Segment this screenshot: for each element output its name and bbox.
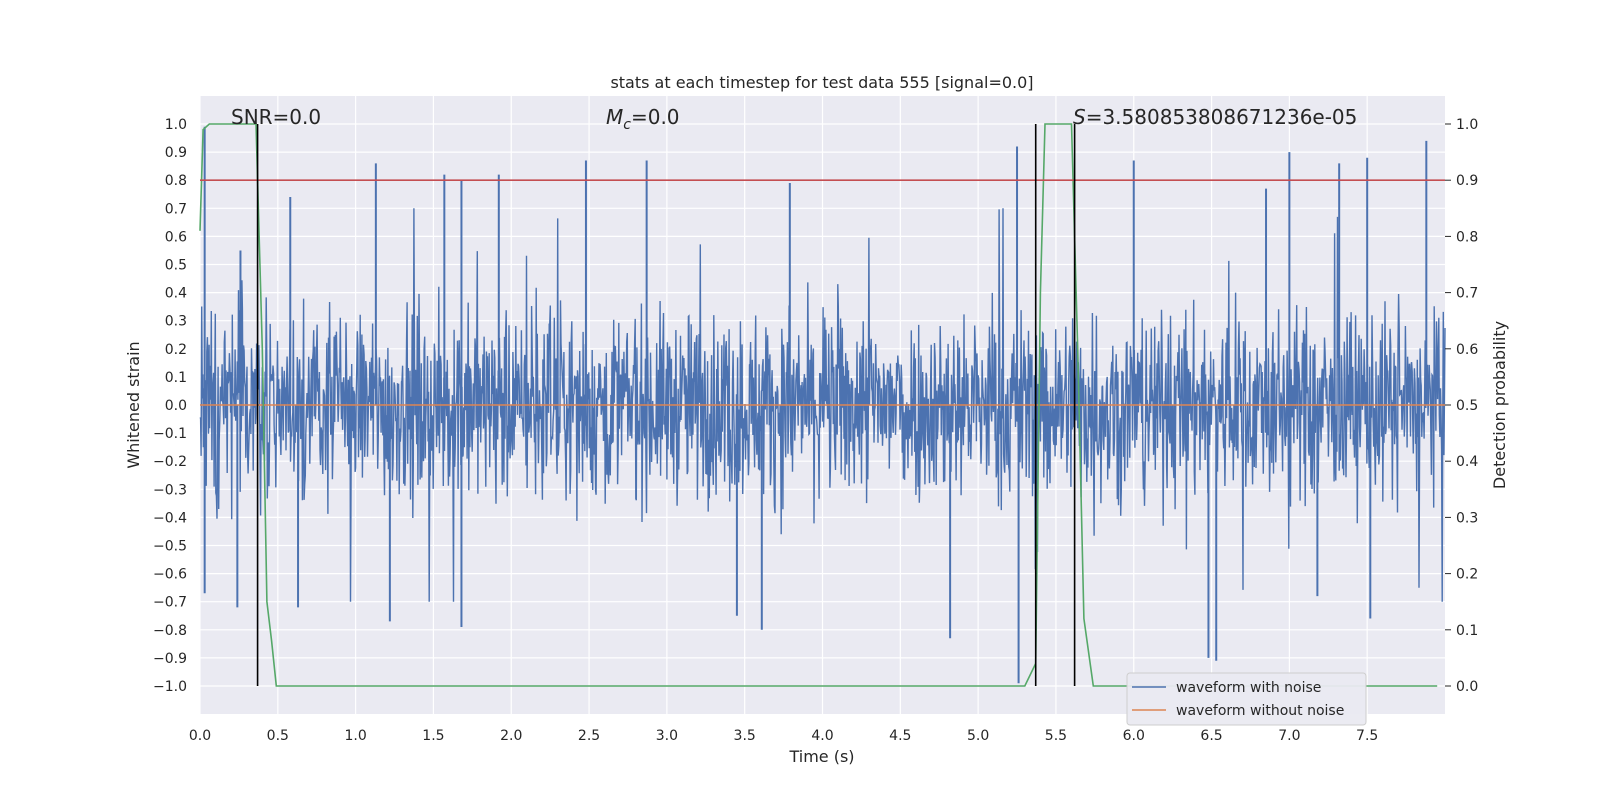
x-tick-label: 3.5 <box>734 728 756 744</box>
x-tick-label: 7.5 <box>1356 728 1378 744</box>
x-tick-label: 5.0 <box>967 728 989 744</box>
y-axis-label-right: Detection probability <box>1490 321 1509 489</box>
y-tick-label-left: −0.2 <box>153 454 187 470</box>
x-tick-label: 6.5 <box>1200 728 1222 744</box>
y-tick-label-right: 1.0 <box>1456 117 1478 133</box>
x-tick-label: 1.5 <box>422 728 444 744</box>
y-tick-label-left: −0.4 <box>153 510 187 526</box>
x-tick-label: 3.0 <box>656 728 678 744</box>
y-tick-label-right: 0.3 <box>1456 510 1478 526</box>
legend-label-without-noise: waveform without noise <box>1176 703 1344 719</box>
x-tick-label: 1.0 <box>344 728 366 744</box>
y-tick-label-right: 0.0 <box>1456 679 1478 695</box>
y-tick-label-left: 0.8 <box>165 173 187 189</box>
x-axis-label: Time (s) <box>788 747 854 766</box>
x-tick-label: 5.5 <box>1045 728 1067 744</box>
legend-label-with-noise: waveform with noise <box>1176 680 1321 696</box>
x-tick-label: 6.0 <box>1123 728 1145 744</box>
y-tick-label-right: 0.5 <box>1456 398 1478 414</box>
y-tick-label-left: 0.1 <box>165 370 187 386</box>
y-tick-label-left: 0.0 <box>165 398 187 414</box>
y-tick-label-left: 0.7 <box>165 201 187 217</box>
y-tick-label-left: 0.3 <box>165 314 187 330</box>
tick-labels: 0.0 0.5 1.0 1.5 2.0 2.5 3.0 3.5 4.0 4.5 5.0 5.5 6.0 6… <box>153 117 1478 744</box>
chart-title: stats at each timestep for test data 555… <box>610 73 1033 92</box>
y-tick-label-right: 0.2 <box>1456 567 1478 583</box>
x-tick-label: 0.0 <box>189 728 211 744</box>
y-tick-label-right: 0.8 <box>1456 229 1478 245</box>
annotation-snr: SNR=0.0 <box>231 105 321 129</box>
y-tick-label-right: 0.7 <box>1456 286 1478 302</box>
annotation-chirp-mass: Mc=0.0 <box>606 105 680 133</box>
x-tick-label: 4.5 <box>889 728 911 744</box>
legend-box <box>1126 672 1367 726</box>
vertical-markers <box>256 124 1076 686</box>
y-tick-label-left: −0.3 <box>153 482 187 498</box>
y-tick-label-left: 0.5 <box>165 258 187 274</box>
y-tick-label-left: 0.4 <box>165 286 187 302</box>
y-tick-label-left: 0.9 <box>165 145 187 161</box>
annotation-statistic: S=3.580853808671236e-05 <box>1073 105 1357 129</box>
y-tick-label-left: −1.0 <box>153 679 187 695</box>
y-tick-label-right: 0.9 <box>1456 173 1478 189</box>
y-tick-label-left: −0.8 <box>153 623 187 639</box>
x-tick-label: 0.5 <box>267 728 289 744</box>
y-tick-label-left: −0.7 <box>153 595 187 611</box>
y-tick-label-left: 0.2 <box>165 342 187 358</box>
y-tick-label-left: −0.9 <box>153 651 187 667</box>
y-tick-label-left: −0.5 <box>153 539 187 555</box>
x-tick-label: 4.0 <box>811 728 833 744</box>
y-tick-label-left: −0.1 <box>153 426 187 442</box>
y-tick-label-right: 0.4 <box>1456 454 1478 470</box>
y-tick-label-left: −0.6 <box>153 567 187 583</box>
series-detection-probability <box>199 123 1438 687</box>
x-tick-label: 2.0 <box>500 728 522 744</box>
legend: waveform with noise waveform without noi… <box>1126 672 1367 726</box>
y-tick-label-left: 1.0 <box>165 117 187 133</box>
y-tick-label-right: 0.6 <box>1456 342 1478 358</box>
y-tick-label-right: 0.1 <box>1456 623 1478 639</box>
y-tick-label-left: 0.6 <box>165 229 187 245</box>
x-tick-label: 7.0 <box>1278 728 1300 744</box>
y-axis-label-left: Whitened strain <box>124 341 143 468</box>
x-tick-label: 2.5 <box>578 728 600 744</box>
series-layer <box>199 123 1445 687</box>
